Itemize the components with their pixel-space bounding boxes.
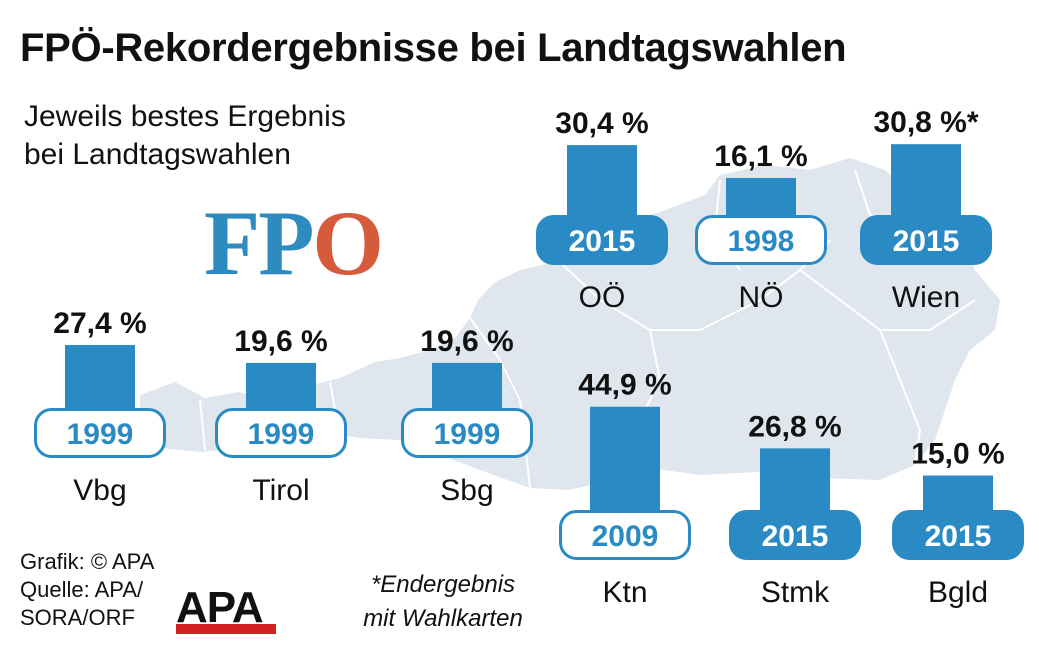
category-label-stmk: Stmk [761, 576, 830, 609]
bar-o [567, 145, 637, 215]
value-label-stmk: 26,8 % [748, 410, 841, 443]
bar-stmk [760, 448, 830, 510]
year-label-bgld: 2015 [925, 520, 992, 553]
apa-logo-text: APA [176, 583, 264, 632]
category-label-bgld: Bgld [928, 576, 988, 609]
year-box-bgld [892, 510, 1024, 560]
year-box-ktn [559, 510, 691, 560]
footnote-line-2: mit Wahlkarten [363, 605, 523, 632]
value-label-ktn: 44,9 % [578, 369, 671, 402]
credit-line-1: Grafik: © APA [20, 549, 155, 574]
value-label-bgld: 15,0 % [911, 438, 1004, 471]
year-label-n: 1998 [728, 225, 795, 258]
credit-block: Grafik: © APA Quelle: APA/ SORA/ORF [20, 548, 154, 632]
page-title: FPÖ-Rekordergebnisse bei Landtagswahlen [20, 26, 847, 70]
year-label-vbg: 1999 [67, 418, 134, 451]
logo-letter-p: P [258, 192, 314, 294]
subtitle-line-1: Jeweils bestes Ergebnis [24, 100, 346, 133]
category-label-vbg: Vbg [73, 474, 126, 507]
fpoe-party-logo: FPO [204, 197, 384, 289]
apa-logo-bar [176, 624, 276, 634]
bar-sbg [432, 362, 502, 408]
year-box-wien [860, 215, 992, 265]
year-box-vbg [34, 408, 166, 458]
year-box-stmk [729, 510, 861, 560]
category-label-tirol: Tirol [252, 474, 309, 507]
year-box-tirol [215, 408, 347, 458]
year-label-stmk: 2015 [762, 520, 829, 553]
apa-logo: APA [176, 586, 276, 634]
category-label-n: NÖ [739, 281, 784, 314]
year-label-wien: 2015 [893, 225, 960, 258]
bar-ktn [590, 406, 660, 510]
footnote: *Endergebnis mit Wahlkarten [330, 568, 556, 636]
value-label-n: 16,1 % [714, 140, 807, 173]
year-label-sbg: 1999 [434, 418, 501, 451]
year-box-sbg [401, 408, 533, 458]
subtitle-line-2: bei Landtagswahlen [24, 138, 291, 171]
credit-line-3: SORA/ORF [20, 605, 135, 630]
year-label-tirol: 1999 [248, 418, 315, 451]
footnote-line-1: *Endergebnis [370, 571, 516, 598]
logo-letter-f: F [204, 192, 260, 294]
category-label-wien: Wien [892, 281, 960, 314]
category-label-o: OÖ [579, 281, 626, 314]
bar-bgld [923, 475, 993, 510]
category-label-sbg: Sbg [440, 474, 493, 507]
bar-tirol [246, 362, 316, 408]
logo-letter-o: O [312, 192, 384, 294]
year-box-n [695, 215, 827, 265]
credit-line-2: Quelle: APA/ [20, 577, 144, 602]
value-label-o: 30,4 % [555, 107, 648, 140]
year-box-o [536, 215, 668, 265]
value-label-tirol: 19,6 % [234, 325, 327, 358]
year-label-ktn: 2009 [592, 520, 659, 553]
bar-n [726, 177, 796, 215]
category-label-ktn: Ktn [602, 576, 647, 609]
chart-subtitle: Jeweils bestes Ergebnis bei Landtagswahl… [24, 98, 424, 174]
bar-vbg [65, 344, 135, 408]
value-label-vbg: 27,4 % [53, 307, 146, 340]
value-label-wien: 30,8 %* [873, 106, 978, 139]
value-label-sbg: 19,6 % [420, 325, 513, 358]
year-label-o: 2015 [569, 225, 636, 258]
bar-wien [891, 144, 961, 215]
